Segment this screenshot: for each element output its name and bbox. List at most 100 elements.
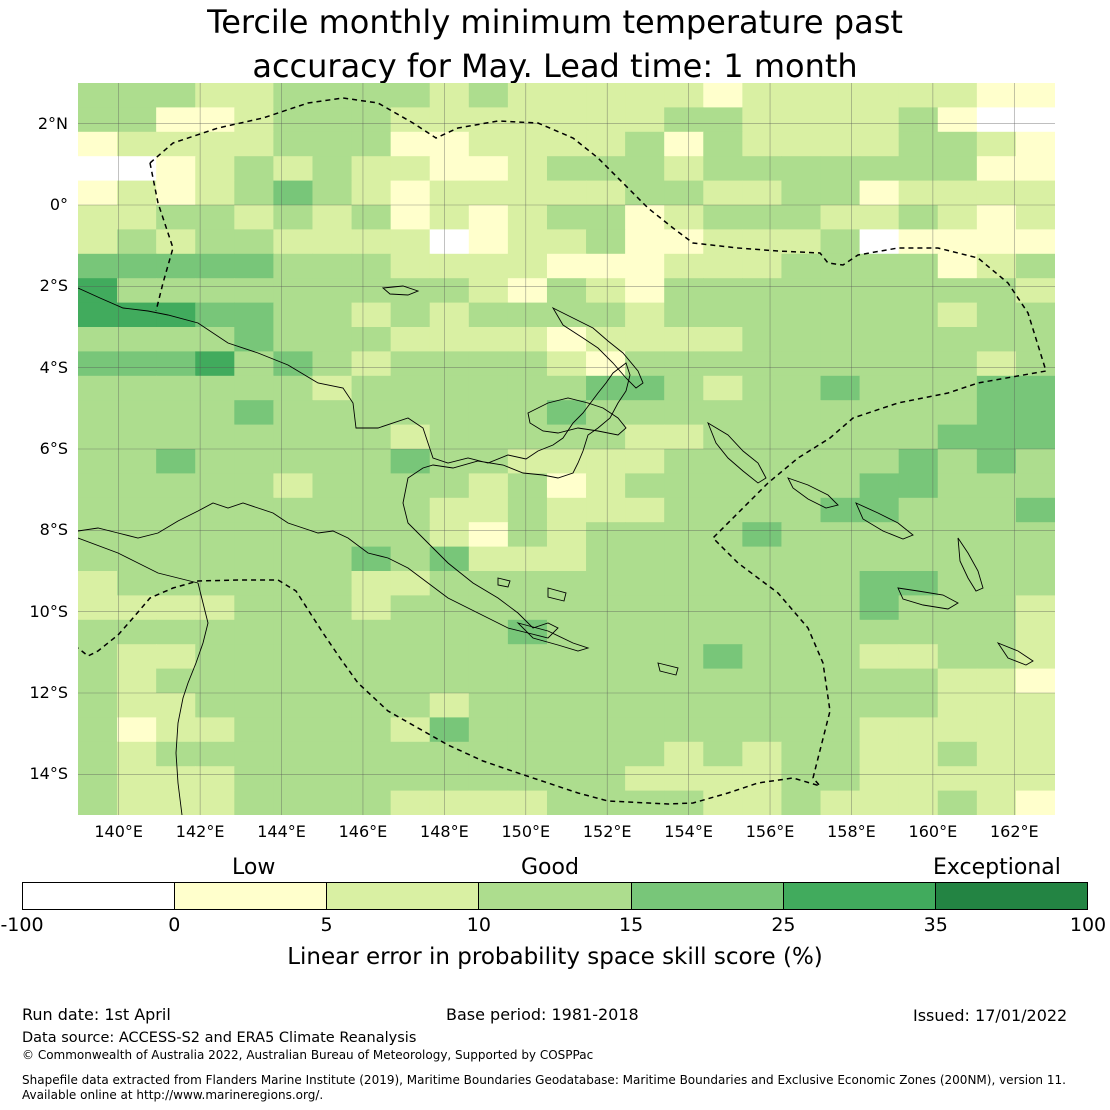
map-cell (78, 253, 118, 279)
map-cell (703, 668, 743, 694)
map-cell (625, 302, 665, 328)
map-cell (1015, 180, 1055, 206)
map-cell (273, 83, 314, 108)
colorbar-segment (23, 883, 176, 909)
map-cell (390, 83, 431, 108)
map-cell (507, 375, 548, 401)
map-cell (507, 497, 548, 523)
map-cell (664, 693, 704, 718)
map-cell (468, 522, 509, 548)
map-cell (546, 424, 587, 450)
map-cell (898, 375, 939, 401)
map-cell (117, 107, 157, 133)
map-cell (781, 571, 822, 596)
map-cell (781, 644, 822, 670)
map-cell (273, 668, 314, 694)
map-cell (742, 107, 783, 133)
map-cell (859, 351, 900, 377)
map-cell (703, 205, 743, 230)
map-cell (117, 766, 157, 792)
map-cell (234, 473, 274, 499)
map-cell (351, 424, 392, 450)
map-cell (976, 156, 1017, 182)
map-cell (312, 595, 353, 621)
map-cell (78, 83, 118, 108)
map-cell (625, 522, 665, 548)
map-cell (664, 449, 704, 474)
map-cell (546, 205, 587, 230)
map-cell (742, 668, 783, 694)
map-cell (429, 131, 470, 157)
map-cell (781, 522, 822, 548)
map-cell (586, 619, 626, 645)
map-cell (390, 327, 431, 352)
lon-label: 146°E (338, 822, 388, 841)
map-cell (117, 351, 157, 377)
map-cell (546, 717, 587, 743)
lon-label: 162°E (989, 822, 1039, 841)
map-cell (546, 278, 587, 304)
map-cell (468, 473, 509, 499)
map-cell (234, 619, 274, 645)
map-cell (625, 375, 665, 401)
map-cell (429, 83, 470, 108)
map-cell (742, 693, 783, 718)
coastline-new-britain (527, 397, 627, 436)
map-cell (156, 180, 196, 206)
map-cell (625, 424, 665, 450)
map-cell (937, 180, 978, 206)
map-cell (546, 790, 587, 815)
map-cell (273, 229, 314, 255)
map-cell (273, 473, 314, 499)
map-cell (742, 571, 783, 596)
map-cell (664, 205, 704, 230)
map-cell (429, 229, 470, 255)
map-cell (507, 205, 548, 230)
map-cell (468, 571, 509, 596)
map-cell (312, 107, 353, 133)
map-cell (429, 107, 470, 133)
map-cell (976, 205, 1017, 230)
eez-boundary-west (149, 162, 174, 312)
map-cell (390, 253, 431, 279)
map-cell (468, 790, 509, 815)
map-cell (507, 327, 548, 352)
map-cell (976, 302, 1017, 328)
map-cell (507, 180, 548, 206)
map-panel[interactable] (78, 83, 1055, 815)
map-cell (312, 424, 353, 450)
map-cell (117, 668, 157, 694)
map-cell (429, 278, 470, 304)
map-cell (195, 375, 235, 401)
map-cell (156, 497, 196, 523)
map-cell (586, 351, 626, 377)
map-cell (859, 229, 900, 255)
map-cell (195, 156, 235, 182)
map-cell (351, 253, 392, 279)
map-cell (78, 131, 118, 157)
map-cell (507, 473, 548, 499)
map-cell (586, 717, 626, 743)
map-cell (859, 571, 900, 596)
map-cell (117, 302, 157, 328)
map-cell (273, 741, 314, 767)
map-cell (429, 571, 470, 596)
map-cell (234, 375, 274, 401)
map-cell (664, 668, 704, 694)
map-cell (586, 180, 626, 206)
map-cell (78, 473, 118, 499)
map-cell (429, 449, 470, 474)
map-cell (195, 400, 235, 426)
chart-title: Tercile monthly minimum temperature past… (0, 0, 1110, 88)
map-cell (507, 131, 548, 157)
map-cell (859, 180, 900, 206)
map-cell (664, 229, 704, 255)
map-cell (390, 766, 431, 792)
map-cell (625, 131, 665, 157)
map-cell (390, 449, 431, 474)
lat-label: 4°S (39, 357, 68, 377)
map-cell (898, 766, 939, 792)
map-cell (117, 278, 157, 304)
map-cell (312, 351, 353, 377)
lat-label: 14°S (29, 764, 68, 784)
